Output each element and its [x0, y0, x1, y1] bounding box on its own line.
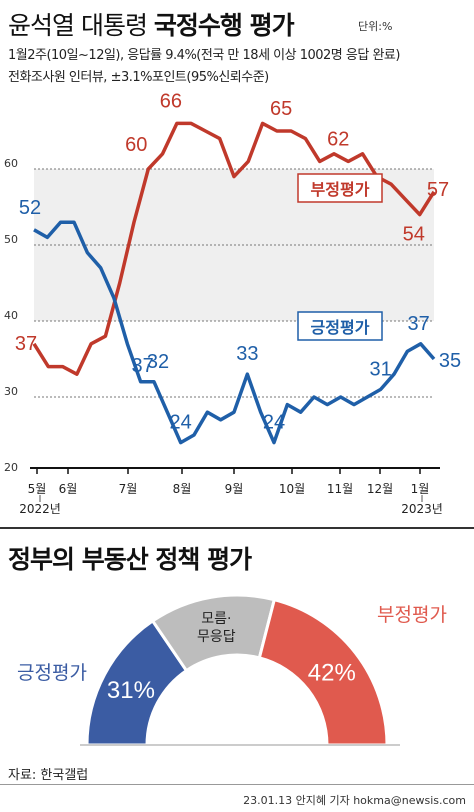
unit-label: 단위:%	[358, 18, 392, 34]
subtitle-line1: 1월2주(10일~12일), 응답률 9.4%(전국 만 18세 이상 1002…	[8, 44, 400, 63]
year-label: 2023년	[401, 502, 443, 516]
section2-title: 정부의 부동산 정책 평가	[8, 540, 251, 576]
y-tick-label: 20	[4, 461, 18, 474]
negative-data-label: 57	[427, 179, 449, 201]
chart-title-name: 윤석열 대통령	[8, 11, 154, 40]
positive-data-label: 33	[236, 343, 258, 365]
chart-title-bold: 국정수행 평가	[154, 11, 294, 40]
negative-data-label: 54	[403, 224, 425, 246]
pie-value-label: 42%	[308, 659, 356, 686]
negative-data-label: 60	[125, 134, 147, 156]
negative-data-label: 66	[160, 90, 182, 112]
x-tick-label: 6월	[59, 482, 78, 496]
real-estate-pie-chart: 31% 모름· 무응답 42% 긍정평가 부정평가	[0, 580, 474, 760]
x-tick-label: 5월	[28, 482, 47, 496]
y-tick-label: 40	[4, 309, 18, 322]
pie-category-label: 부정평가	[377, 604, 447, 626]
chart-title: 윤석열 대통령 국정수행 평가	[8, 6, 294, 42]
year-label: 2022년	[19, 502, 61, 516]
positive-data-label: 52	[19, 197, 41, 219]
legend-negative-label: 부정평가	[311, 180, 370, 199]
negative-data-label: 65	[270, 98, 292, 120]
pie-slice-label: 모름·	[201, 611, 231, 627]
legend-negative: 부정평가	[298, 174, 382, 202]
pie-slice-label: 무응답	[197, 629, 236, 645]
section-divider	[0, 527, 474, 529]
y-tick-label: 50	[4, 233, 18, 246]
footer-divider	[0, 784, 474, 785]
source-label: 자료: 한국갤럽	[8, 764, 88, 783]
positive-data-label: 24	[263, 412, 285, 434]
legend-positive: 긍정평가	[298, 312, 382, 340]
negative-data-label: 37	[15, 333, 37, 355]
positive-data-label: 35	[439, 350, 461, 372]
positive-data-label: 24	[170, 412, 192, 434]
legend-positive-label: 긍정평가	[311, 318, 370, 337]
y-tick-label: 30	[4, 385, 18, 398]
subtitle-line2: 전화조사원 인터뷰, ±3.1%포인트(95%신뢰수준)	[8, 66, 269, 85]
positive-data-label: 37	[408, 313, 430, 335]
y-tick-label: 60	[4, 157, 18, 170]
negative-data-label: 62	[327, 128, 349, 150]
x-tick-label: 9월	[225, 482, 244, 496]
positive-data-label: 32	[147, 351, 169, 373]
x-tick-label: 7월	[119, 482, 138, 496]
credit-label: 23.01.13 안지혜 기자 hokma@newsis.com	[243, 792, 466, 808]
pie-value-label: 31%	[107, 677, 155, 704]
positive-data-label: 31	[370, 358, 392, 380]
pie-category-label: 긍정평가	[17, 662, 87, 684]
x-tick-label: 8월	[173, 482, 192, 496]
x-tick-label: 11월	[327, 482, 353, 496]
x-tick-label: 1월	[411, 482, 430, 496]
x-tick-label: 10월	[279, 482, 305, 496]
x-tick-label: 12월	[367, 482, 393, 496]
